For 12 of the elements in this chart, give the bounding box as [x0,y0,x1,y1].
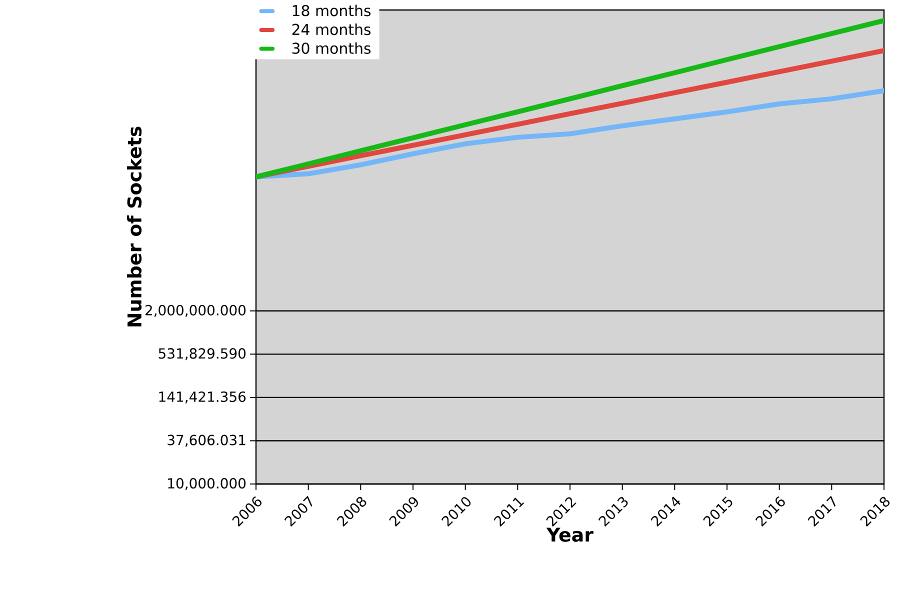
y-tick-label: 141,421.356 [159,391,246,404]
line-series [256,18,884,180]
y-tick-label: 531,829.590 [158,348,246,360]
y-tick-label: 10,000.000 [168,478,246,490]
y-tick-label: 37,606.031 [168,434,246,447]
y-axis-title: Number of Sockets [126,126,142,326]
x-axis-title: Year [546,528,594,542]
legend-label: 30 months [292,42,371,54]
line-series [256,88,884,180]
y-tick-label: 2,000,000.000 [145,304,246,317]
legend-label: 24 months [292,24,371,36]
legend-label: 18 months [292,4,371,16]
